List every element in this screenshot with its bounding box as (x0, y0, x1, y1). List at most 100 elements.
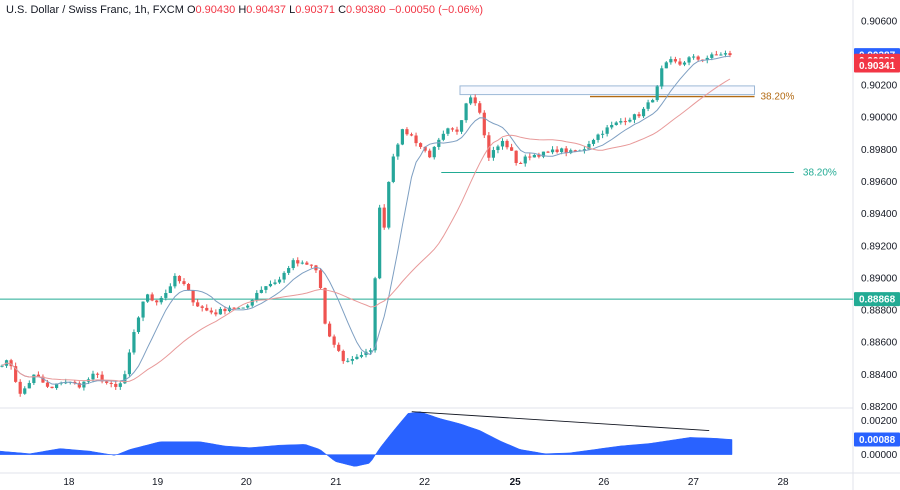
candle-body (141, 301, 145, 318)
candle-body (510, 147, 514, 151)
low-label: L (289, 4, 296, 16)
candle-body (610, 124, 614, 128)
open-label: O (186, 4, 196, 16)
time-tick-label: 27 (688, 477, 700, 488)
candle-body (446, 128, 450, 134)
candle-body (651, 100, 655, 103)
candle-body (541, 151, 546, 157)
fib-top-box (459, 85, 756, 96)
close-value: 0.90380 (346, 4, 386, 16)
candle-body (528, 156, 532, 158)
candle-body (555, 149, 559, 153)
candle-body (359, 355, 364, 357)
candle-body (450, 128, 455, 130)
candle-body (582, 149, 586, 151)
low-value: 0.90371 (295, 4, 335, 16)
time-tick-label: 20 (241, 477, 253, 488)
candle-body (309, 264, 313, 266)
candle-body (264, 286, 268, 290)
price-tick-label: 0.90000 (861, 113, 898, 124)
candle-body (432, 146, 436, 158)
candle-body (18, 381, 22, 394)
candle-body (605, 127, 609, 134)
candle-body (673, 59, 677, 62)
candle-body (50, 386, 54, 389)
price-badge-label: 0.90341 (859, 61, 896, 72)
candle-body (77, 383, 81, 388)
candle-body (614, 122, 618, 125)
fib-top-label: 38.20% (761, 92, 795, 103)
candle-body (419, 143, 423, 147)
candle-body (682, 62, 687, 65)
candle-body (391, 156, 395, 182)
candle-body (241, 307, 245, 309)
candle-body (437, 139, 441, 147)
candle-body (73, 381, 77, 384)
price-tick-label: 0.89400 (861, 209, 898, 220)
candle-body (155, 300, 159, 303)
chart-header: U.S. Dollar / Swiss Franc, 1h, FXCM O0.9… (6, 4, 483, 16)
candle-body (505, 140, 509, 148)
candle-body (318, 270, 323, 289)
candle-body (105, 381, 109, 383)
candle-body (591, 139, 596, 144)
high-value: 0.90437 (246, 4, 287, 16)
time-tick-label: 18 (63, 477, 75, 488)
price-tick-label: 0.88400 (861, 370, 898, 381)
change-value: −0.00050 (−0.06%) (388, 4, 484, 16)
candle-body (355, 356, 359, 360)
candle-body (291, 260, 295, 269)
candle-body (132, 332, 136, 353)
candle-body (214, 312, 218, 315)
time-tick-label: 21 (330, 477, 342, 488)
candle-body (405, 129, 409, 135)
candle-body (473, 97, 477, 104)
candle-body (277, 279, 282, 283)
candle-body (332, 336, 336, 345)
candle-body (250, 299, 254, 306)
candle-body (641, 108, 646, 117)
candle-body (719, 54, 723, 56)
oscillator-panel (0, 411, 733, 467)
price-tick-label: 0.89200 (861, 241, 898, 252)
candle-body (0, 365, 4, 367)
candle-body (323, 288, 327, 324)
time-tick-label: 26 (598, 477, 610, 488)
candle-body (118, 383, 122, 387)
price-axis: 0.906000.904000.902000.900000.898000.896… (861, 16, 898, 461)
price-badge-label: 0.88868 (859, 295, 896, 306)
candle-body (27, 383, 31, 389)
candle-body (546, 151, 550, 153)
candle-body (564, 148, 568, 154)
candle-body (587, 143, 591, 150)
candle-body (218, 308, 222, 315)
candle-body (455, 129, 459, 132)
candle-body (200, 306, 204, 308)
candle-body (91, 373, 95, 380)
candle-body (500, 140, 505, 147)
candle-body (41, 376, 45, 383)
candle-body (560, 148, 564, 153)
osc-tick-label: 0.00200 (861, 416, 898, 427)
osc-badge (854, 432, 900, 447)
candle-body (123, 374, 127, 384)
candle-body (173, 275, 177, 287)
candle-body (164, 293, 168, 298)
price-tick-label: 0.89800 (861, 145, 898, 156)
candle-body (705, 57, 709, 60)
candle-body (491, 150, 495, 158)
candle-body (127, 352, 131, 375)
candle-body (100, 374, 104, 382)
candle-body (441, 133, 445, 140)
candle-body (655, 86, 659, 101)
candle-body (268, 283, 273, 287)
candle-body (159, 297, 163, 303)
fib-bottom-label: 38.20% (803, 167, 837, 178)
time-tick-label: 22 (419, 477, 431, 488)
candle-body (637, 114, 641, 117)
candle-body (378, 207, 382, 279)
oscillator-trendline (411, 411, 710, 432)
candle-body (255, 292, 259, 300)
